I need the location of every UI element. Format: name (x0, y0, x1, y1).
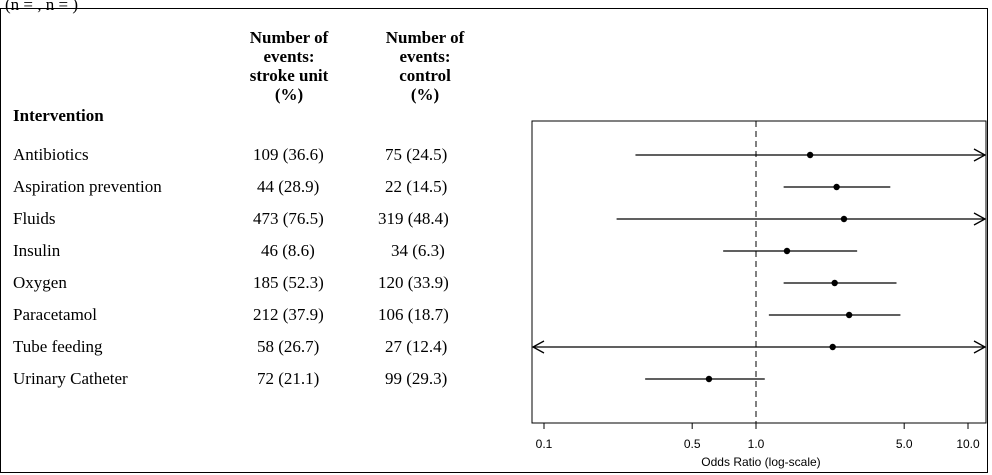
stroke-unit-cell: 46 (8.6) (261, 241, 315, 260)
control-cell: 75 (24.5) (385, 145, 448, 164)
ci-arrow-right (973, 340, 987, 354)
odds-ratio-point (783, 247, 791, 255)
intervention-cell: Paracetamol (13, 305, 98, 324)
x-axis-label: Odds Ratio (log-scale) (701, 455, 820, 469)
plot-area-border (531, 120, 987, 424)
odds-ratio-point (833, 183, 840, 191)
header-stroke-unit: Number of events: stroke unit (%) (249, 28, 329, 104)
control-cell: 106 (18.7) (378, 305, 449, 324)
header-control: Number of events: control (%) (385, 28, 465, 104)
intervention-cell: Antibiotics (13, 145, 89, 164)
stroke-unit-cell: 473 (76.5) (253, 209, 324, 228)
intervention-cell: Insulin (13, 241, 61, 260)
x-tick-label: 0.1 (536, 437, 553, 451)
intervention-cell: Urinary Catheter (13, 369, 128, 388)
odds-ratio-point (845, 311, 853, 319)
header-intervention: Intervention (13, 106, 104, 125)
x-tick-label: 5.0 (896, 437, 913, 451)
odds-ratio-point (705, 375, 713, 383)
stroke-unit-cell: 44 (28.9) (257, 177, 320, 196)
stroke-unit-cell: 212 (37.9) (253, 305, 324, 324)
control-cell: 27 (12.4) (385, 337, 448, 356)
odds-ratio-point (831, 279, 838, 287)
control-cell: 34 (6.3) (391, 241, 445, 260)
x-tick-label: 1.0 (748, 437, 765, 451)
ci-arrow-right (973, 212, 987, 226)
control-cell: 22 (14.5) (385, 177, 448, 196)
stroke-unit-cell: 109 (36.6) (253, 145, 324, 164)
stroke-unit-cell: 72 (21.1) (257, 369, 320, 388)
stroke-unit-cell: 58 (26.7) (257, 337, 320, 356)
x-tick-label: 0.5 (684, 437, 701, 451)
ci-arrow-right (973, 148, 987, 162)
intervention-cell: Tube feeding (13, 337, 103, 356)
control-cell: 319 (48.4) (378, 209, 449, 228)
odds-ratio-point (806, 151, 814, 159)
x-tick-label: 10.0 (956, 437, 980, 451)
control-cell: 99 (29.3) (385, 369, 448, 388)
intervention-cell: Aspiration prevention (13, 177, 162, 196)
odds-ratio-point (829, 343, 836, 351)
intervention-cell: Fluids (13, 209, 56, 228)
forest-plot: 0.1 0.5 1.0 5.0 10.0 Odds Ratio (log-scale) (531, 120, 987, 469)
clipped-top-text: (n = , n = ) (5, 0, 78, 14)
intervention-cell: Oxygen (13, 273, 67, 292)
stroke-unit-cell: 185 (52.3) (253, 273, 324, 292)
ci-arrow-left (531, 340, 545, 354)
control-cell: 120 (33.9) (378, 273, 449, 292)
odds-ratio-point (840, 215, 848, 223)
